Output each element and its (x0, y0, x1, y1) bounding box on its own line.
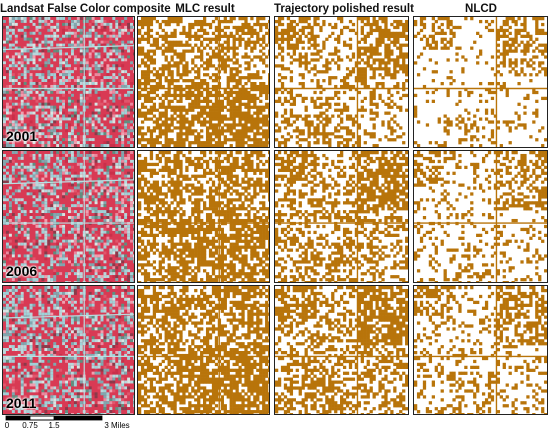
header-nlcd: NLCD (465, 3, 497, 15)
panel-nlcd-1 (413, 150, 548, 283)
panel-trajectory-1 (274, 150, 409, 283)
header-trajectory: Trajectory polished result (274, 3, 414, 15)
panel-composite-2: 2011 (2, 285, 135, 415)
panel-image-trajectory (275, 286, 408, 414)
panel-image-composite (3, 286, 134, 414)
panel-image-mlc (138, 151, 269, 282)
panel-nlcd-0 (413, 16, 548, 148)
panel-image-mlc (138, 17, 269, 147)
header-mlc: MLC result (175, 3, 235, 15)
panel-image-nlcd (414, 151, 547, 282)
panel-image-composite (3, 151, 134, 282)
header-composite: Landsat False Color composite (0, 3, 171, 15)
panel-image-trajectory (275, 17, 408, 147)
panel-mlc-1 (137, 150, 270, 283)
panel-nlcd-2 (413, 285, 548, 415)
panel-image-trajectory (275, 151, 408, 282)
year-label: 2011 (6, 395, 37, 411)
panel-image-composite (3, 17, 134, 147)
panel-composite-1: 2006 (2, 150, 135, 283)
scale-label-3: 3 Miles (104, 421, 130, 430)
panel-trajectory-0 (274, 16, 409, 148)
panel-image-nlcd (414, 286, 547, 414)
panel-mlc-2 (137, 285, 270, 415)
scale-label-1: 0.75 (22, 421, 38, 430)
panel-image-mlc (138, 286, 269, 414)
scale-label-2: 1.5 (48, 421, 60, 430)
panel-mlc-0 (137, 16, 270, 148)
scale-label-0: 0 (4, 421, 10, 430)
panel-image-nlcd (414, 17, 547, 147)
year-label: 2001 (6, 128, 38, 144)
panel-trajectory-2 (274, 285, 409, 415)
scale-bar: 0 0.75 1.5 3 Miles (5, 415, 155, 435)
year-label: 2006 (6, 263, 38, 279)
panel-composite-0: 2001 (2, 16, 135, 148)
